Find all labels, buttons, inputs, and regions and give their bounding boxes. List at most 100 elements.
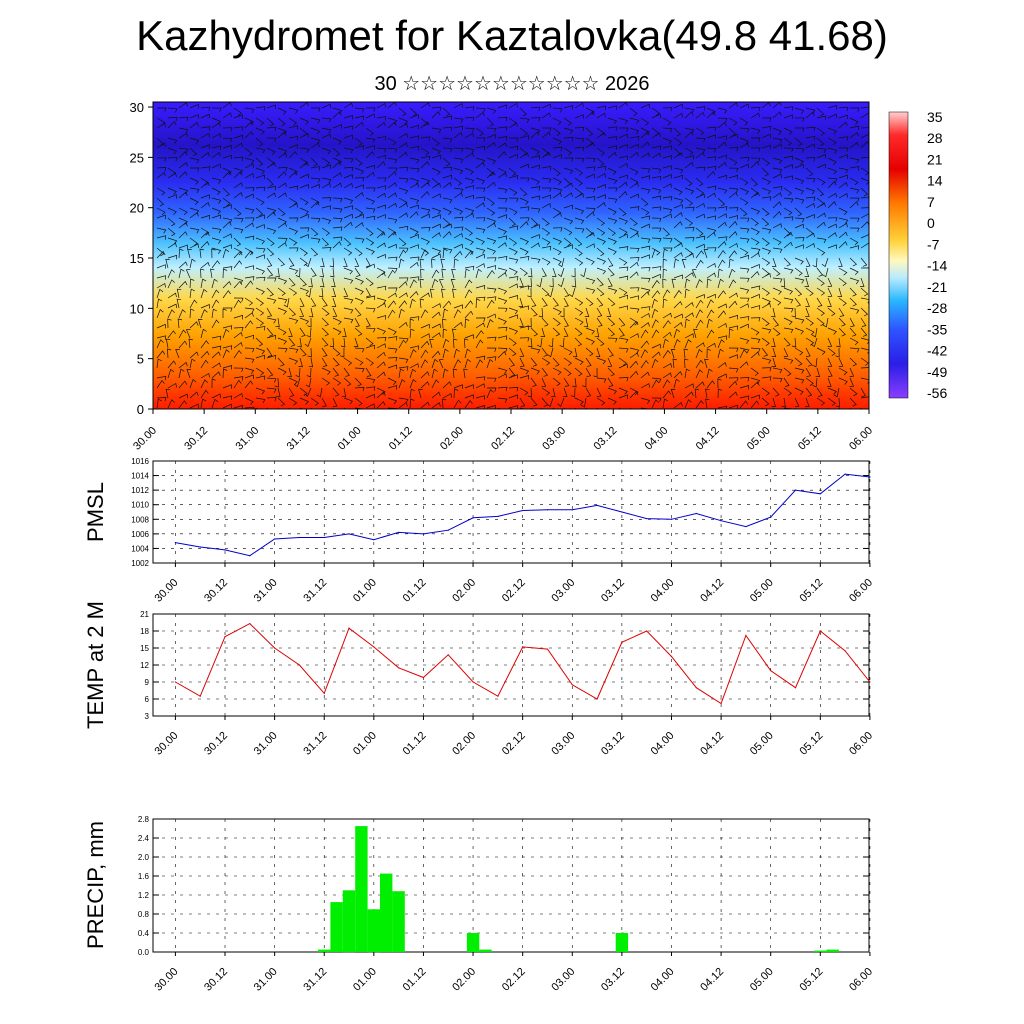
wind-barb [596,227,606,236]
wind-barb [618,394,628,399]
wind-barb [761,297,771,305]
wind-barb [750,237,760,246]
wind-barb [860,234,869,239]
wind-barb [783,297,794,304]
panel-ylabel: PRECIP, mm [83,821,108,949]
wind-barb [827,347,836,356]
wind-barb [706,107,716,115]
precip-bar [330,902,343,952]
wind-barb [706,329,715,339]
wind-barb [772,287,782,295]
wind-barb [222,127,233,132]
wind-barb [475,145,486,151]
wind-barb [706,165,717,171]
wind-barb [860,387,866,397]
wind-barb [452,288,457,299]
wind-barb [244,222,254,229]
wind-barb [519,127,528,136]
wind-barb [288,377,298,385]
wind-barb [308,277,313,288]
wind-barb [673,221,683,229]
wind-barb [596,172,606,179]
wind-barb [574,217,585,225]
wind-barb [453,304,463,309]
wind-barb [189,243,199,249]
wind-barb [849,357,857,367]
wind-barb [783,114,793,119]
wind-barb [398,300,407,309]
wind-barb [266,277,277,282]
wind-barb [409,316,420,321]
wind-barb [354,267,361,277]
wind-barb [607,227,616,236]
wind-barb [783,307,794,313]
wind-barb [288,307,296,317]
y-tick-label: 1002 [131,559,149,568]
wind-barb [295,367,301,378]
wind-barb [706,215,717,220]
wind-barb [574,157,585,163]
wind-barb [761,227,772,234]
wind-barb [651,152,661,159]
wind-barb [684,147,694,156]
wind-barb [827,192,837,199]
wind-barb [629,307,640,313]
wind-barb [629,387,639,396]
wind-barb [354,167,364,175]
wind-barb [528,267,533,278]
wind-barb [594,327,600,338]
wind-barb [409,145,420,151]
wind-barb [156,167,167,172]
wind-barb [574,367,583,377]
wind-barb [728,347,739,353]
data-point [522,646,524,648]
wind-barb [299,161,309,169]
wind-barb [552,267,557,277]
wind-barb [293,377,301,388]
wind-barb [717,388,723,399]
wind-barb [805,307,810,317]
wind-barb [563,204,573,210]
wind-barb [233,393,243,399]
wind-barb [277,117,286,127]
wind-barb [849,157,860,164]
wind-barb [574,337,582,347]
wind-barb [244,107,255,113]
wind-barb [321,377,331,386]
wind-barb [739,163,749,169]
wind-barb [431,278,439,289]
wind-barb [662,331,672,339]
wind-barb [618,266,629,271]
wind-barb [275,317,280,328]
wind-barb [178,400,187,409]
wind-barb [684,312,694,319]
wind-barb [695,166,706,172]
wind-barb [398,379,406,389]
wind-barb [497,242,507,249]
wind-barb [156,247,165,257]
wind-barb [486,127,497,133]
wind-barb [210,268,215,279]
wind-barb [629,143,639,149]
wind-barb [453,117,464,123]
wind-barb [187,248,192,259]
wind-barb [695,250,704,259]
wind-barb [277,131,287,139]
wind-barb [849,217,860,223]
wind-barb [200,106,211,112]
wind-barb [684,383,694,389]
wind-barb [387,157,398,164]
wind-barb [299,227,310,232]
wind-barb [838,377,848,385]
wind-barb [277,257,285,267]
x-tick-label: 03.00 [549,577,577,605]
wind-barb [563,192,573,199]
x-tick-label: 05.00 [748,966,776,994]
wind-barb [475,111,485,119]
wind-barb [717,362,727,369]
wind-barb [794,147,805,153]
wind-barb [805,196,816,201]
wind-barb [618,327,625,337]
wind-barb [321,117,332,123]
wind-barb [606,307,612,317]
